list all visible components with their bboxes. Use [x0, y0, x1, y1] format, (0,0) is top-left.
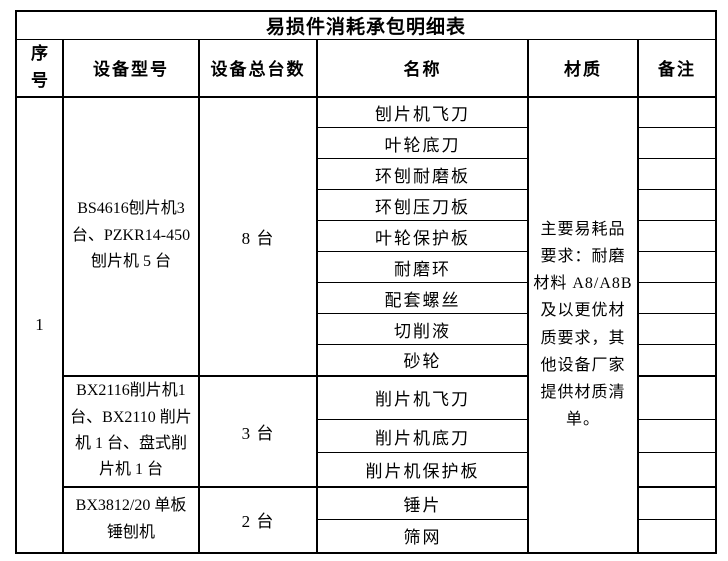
col-header-remark: 备注: [636, 39, 718, 98]
col-header-index-label: 序号: [31, 44, 48, 90]
name-cell: 叶轮保护板: [316, 220, 529, 252]
name-cell: 环刨耐磨板: [316, 158, 529, 190]
count-cell-group3: 2 台: [198, 485, 318, 553]
remark-cell: [636, 313, 718, 345]
remark-cell: [636, 127, 718, 159]
name-cell: 砂轮: [316, 344, 529, 376]
col-header-index: 序号: [15, 39, 64, 98]
count-cell-group2: 3 台: [198, 374, 318, 487]
col-header-total: 设备总台数: [198, 39, 318, 98]
name-cell: 环刨压刀板: [316, 189, 529, 221]
table-title: 易损件消耗承包明细表: [14, 10, 718, 40]
col-header-material: 材质: [527, 39, 639, 98]
remark-cell: [636, 158, 718, 190]
remark-cell: [636, 374, 718, 420]
remark-cell: [636, 485, 718, 520]
wear-parts-table: 易损件消耗承包明细表 序号 设备型号 设备总台数 名称 材质 备注 1 BS46…: [14, 10, 718, 554]
remark-cell: [636, 452, 718, 487]
name-cell: 叶轮底刀: [316, 127, 529, 159]
remark-cell: [636, 220, 718, 252]
name-cell: 削片机保护板: [316, 452, 529, 487]
model-cell-group2: BX2116削片机1 台、BX2110 削片 机 1 台、盘式削 片机 1 台: [62, 374, 200, 487]
model-cell-group3: BX3812/20 单板 锤刨机: [62, 485, 200, 553]
name-cell: 刨片机飞刀: [316, 96, 529, 128]
remark-cell: [636, 282, 718, 314]
material-note-cell: 主要易耗品 要求：耐磨 材料 A8/A8B 及以更优材 质要求，其 他设备厂家 …: [527, 96, 639, 553]
name-cell: 配套螺丝: [316, 282, 529, 314]
name-cell: 削片机底刀: [316, 419, 529, 453]
name-cell: 削片机飞刀: [316, 374, 529, 420]
remark-cell: [636, 419, 718, 453]
index-cell: 1: [15, 96, 64, 553]
name-cell: 切削液: [316, 313, 529, 345]
name-cell: 锤片: [316, 485, 529, 520]
name-cell: 耐磨环: [316, 251, 529, 283]
remark-cell: [636, 251, 718, 283]
col-header-name: 名称: [316, 39, 529, 98]
remark-cell: [636, 189, 718, 221]
count-cell-group1: 8 台: [198, 96, 318, 376]
remark-cell: [636, 344, 718, 376]
col-header-model: 设备型号: [62, 39, 200, 98]
remark-cell: [636, 96, 718, 128]
name-cell: 筛网: [316, 519, 529, 553]
remark-cell: [636, 519, 718, 553]
model-cell-group1: BS4616刨片机3 台、PZKR14-450 刨片机 5 台: [62, 96, 200, 376]
